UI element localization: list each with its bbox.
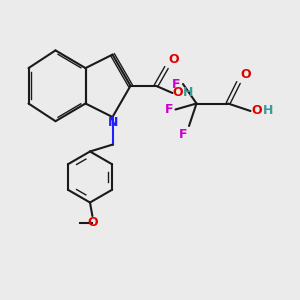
Text: O: O (172, 86, 182, 100)
Text: F: F (172, 77, 181, 91)
Text: F: F (165, 103, 173, 116)
Text: H: H (183, 86, 194, 99)
Text: N: N (108, 116, 118, 129)
Text: H: H (263, 104, 274, 117)
Text: O: O (240, 68, 250, 81)
Text: O: O (168, 53, 178, 66)
Text: O: O (251, 104, 262, 118)
Text: O: O (87, 216, 98, 229)
Text: F: F (179, 128, 188, 140)
